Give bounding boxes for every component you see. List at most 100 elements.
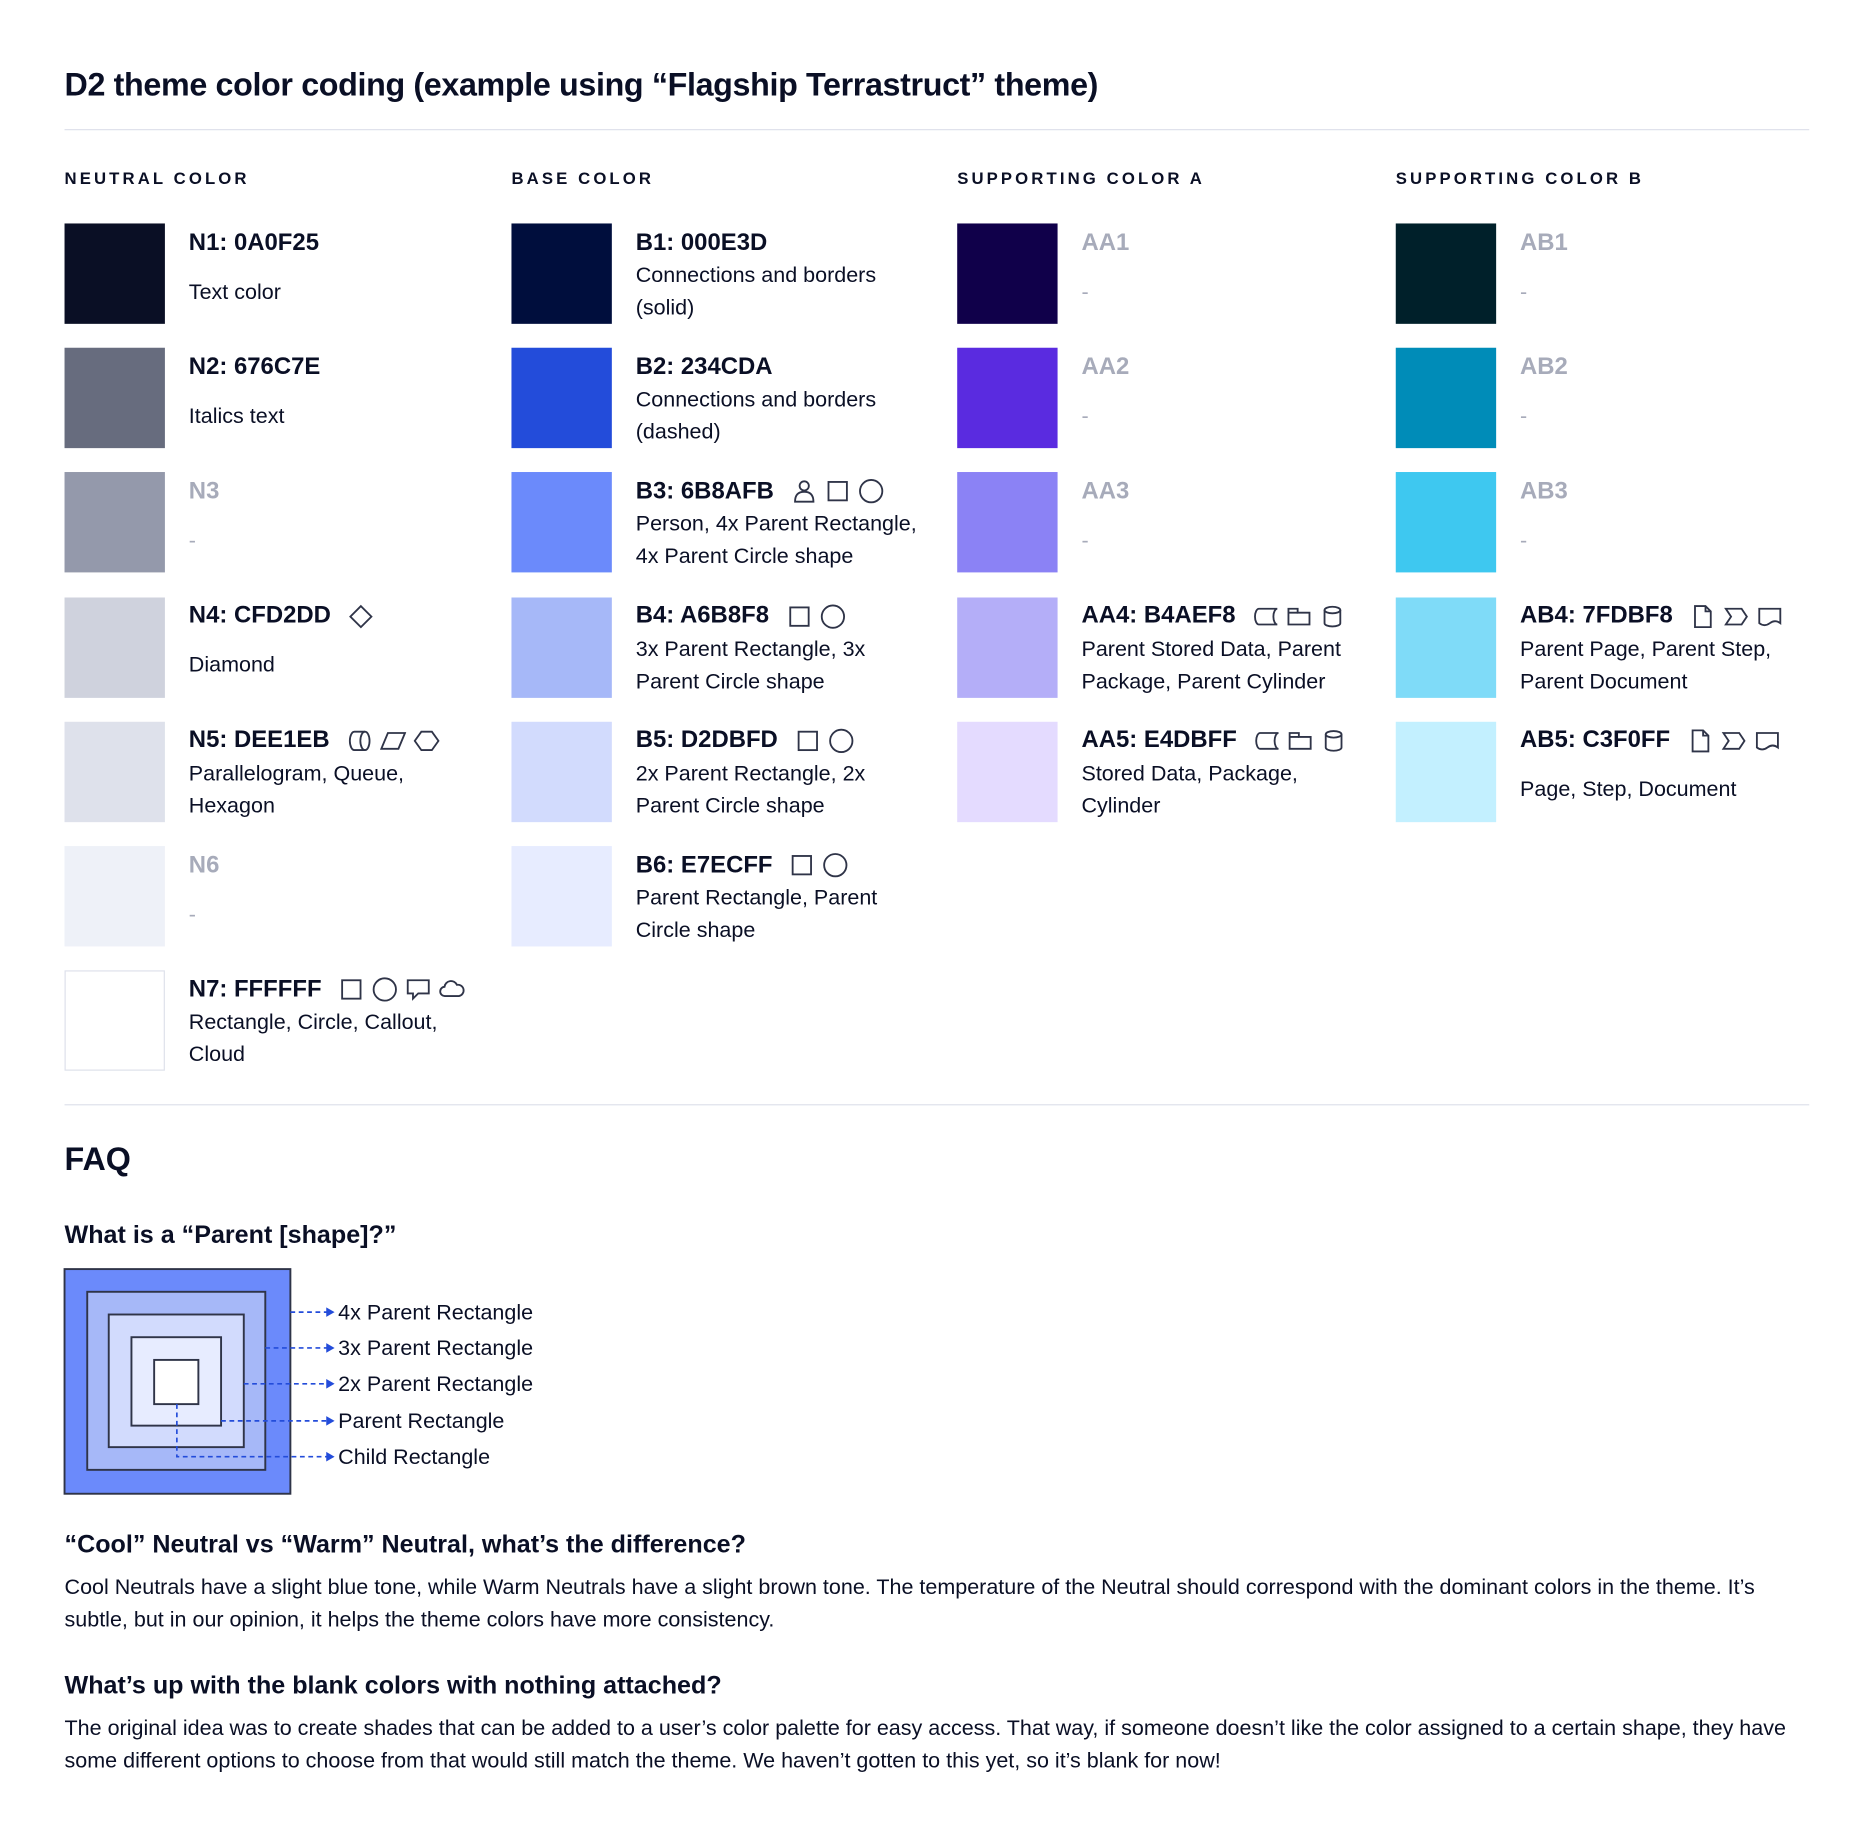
color-swatch (957, 472, 1058, 573)
color-usage: - (189, 882, 488, 947)
color-swatch (1395, 223, 1497, 324)
page-icon (1691, 729, 1709, 753)
stored-data-icon (1255, 731, 1279, 750)
diagram-label: 2x Parent Rectangle (338, 1371, 534, 1396)
color-usage: Page, Step, Document (1520, 757, 1819, 822)
color-swatch (1395, 472, 1497, 573)
color-swatch (511, 223, 612, 324)
color-usage: Parallelogram, Queue, Hexagon (189, 757, 488, 822)
color-item: B4: A6B8F8 3x Parent Rectangle, 3x Parent… (511, 597, 941, 698)
color-swatch (957, 597, 1058, 698)
color-usage: Parent Rectangle, Parent Circle shape (636, 882, 935, 947)
color-swatch (511, 597, 612, 698)
color-label-row: B4: A6B8F8 (636, 601, 846, 632)
color-usage-text: Diamond (188, 652, 275, 677)
color-item: B3: 6B8AFB Person, 4x Parent Rectangle, 4… (511, 472, 941, 573)
color-label-row: AA5: E4DBFF (1081, 725, 1346, 756)
color-usage: Parent Stored Data, Parent Package, Pare… (1081, 633, 1380, 698)
shape-icons (1254, 728, 1347, 754)
shape-icons (791, 478, 884, 504)
color-swatch (957, 223, 1058, 324)
color-code: B4: A6B8F8 (635, 602, 770, 629)
color-code: B1: 000E3D (635, 228, 768, 256)
color-usage: Text color (189, 259, 488, 324)
shape-icons (786, 603, 846, 629)
arrowhead-icon (326, 1416, 335, 1426)
color-label-row: B6: E7ECFF (636, 850, 849, 881)
color-code: AA5: E4DBFF (1081, 726, 1237, 754)
color-usage: - (1081, 384, 1380, 449)
color-usage: - (1520, 384, 1819, 449)
color-code: N3 (188, 477, 220, 505)
color-code: N6 (188, 851, 220, 878)
page-title: D2 theme color coding (example using “Fl… (64, 66, 1099, 103)
color-label-row: AB1 (1520, 227, 1568, 258)
diagram-label: Parent Rectangle (338, 1408, 505, 1433)
color-item: B5: D2DBFD 2x Parent Rectangle, 2x Parent… (511, 721, 941, 822)
cloud-icon (439, 980, 465, 998)
column-heading: NEUTRAL COLOR (64, 168, 250, 188)
color-label-row: N7: FFFFFF (189, 974, 465, 1005)
color-swatch (511, 846, 612, 947)
square-icon (827, 481, 848, 502)
color-usage-text: Parent Page, Parent Step, Parent Documen… (1520, 636, 1772, 693)
color-item: AB3 - (1395, 472, 1826, 573)
color-code: AB1 (1520, 228, 1568, 256)
shape-icons (338, 977, 465, 1003)
color-usage: 3x Parent Rectangle, 3x Parent Circle sh… (636, 633, 935, 698)
color-swatch (957, 347, 1058, 449)
color-usage-text: - (188, 901, 196, 926)
color-usage-text: - (1520, 279, 1528, 303)
color-label-row: N4: CFD2DD (189, 601, 374, 632)
column-heading: SUPPORTING COLOR B (1395, 168, 1645, 188)
color-code: B2: 234CDA (635, 353, 773, 380)
shape-icons (1689, 603, 1782, 629)
color-code: B6: E7ECFF (635, 851, 773, 878)
color-code: AB5: C3F0FF (1520, 726, 1671, 754)
color-code: N1: 0A0F25 (188, 228, 319, 256)
shape-icons (795, 728, 855, 754)
color-label-row: B3: 6B8AFB (636, 476, 884, 507)
color-usage-text: Parent Rectangle, Parent Circle shape (635, 885, 878, 942)
square-icon (792, 855, 813, 876)
color-label-row: AB3 (1520, 476, 1568, 507)
color-usage: Person, 4x Parent Rectangle, 4x Parent C… (636, 508, 935, 573)
color-label-row: AB2 (1520, 352, 1568, 383)
rect-child (153, 1358, 200, 1406)
color-code: B5: D2DBFD (635, 726, 778, 754)
stored-data-icon (1254, 607, 1278, 625)
color-usage-text: Parent Stored Data, Parent Package, Pare… (1081, 636, 1341, 693)
column-heading: BASE COLOR (511, 168, 655, 188)
color-usage: Connections and borders (solid) (636, 259, 935, 324)
color-swatch (64, 846, 165, 947)
faq-question-parent-shape: What is a “Parent [shape]?” (64, 1221, 397, 1249)
circle-icon (372, 977, 397, 1002)
shape-icons (789, 852, 849, 878)
color-item: AA3 - (957, 472, 1387, 573)
page-icon (1693, 604, 1712, 628)
color-usage-text: Text color (188, 279, 281, 303)
color-swatch (64, 970, 165, 1071)
color-item: AA5: E4DBFF Stored Data, Package, Cylinde… (957, 721, 1387, 822)
color-item: N3 - (64, 472, 495, 573)
color-item: N5: DEE1EB Parallelogram, Queue, Hexagon (64, 721, 495, 822)
color-usage: - (1520, 508, 1819, 573)
shape-icons (348, 603, 374, 629)
color-label-row: N3 (189, 476, 220, 507)
color-usage-text: - (1081, 403, 1089, 428)
document-icon (1755, 731, 1779, 751)
color-usage: Diamond (189, 633, 488, 698)
package-icon (1287, 607, 1311, 625)
circle-icon (829, 728, 854, 753)
square-icon (797, 730, 818, 751)
faq-question-cool-warm: “Cool” Neutral vs “Warm” Neutral, what’s… (64, 1530, 746, 1559)
faq-question-blank-colors: What’s up with the blank colors with not… (64, 1671, 722, 1700)
color-item: N1: 0A0F25 Text color (64, 223, 495, 324)
diagram-connector (176, 1404, 329, 1458)
color-item: N2: 676C7E Italics text (64, 347, 495, 449)
color-usage-text: Stored Data, Package, Cylinder (1081, 760, 1298, 818)
column-heading: SUPPORTING COLOR A (957, 168, 1205, 188)
color-swatch (64, 347, 165, 449)
shape-icons (1687, 728, 1780, 754)
diagram-label: 4x Parent Rectangle (338, 1300, 534, 1325)
